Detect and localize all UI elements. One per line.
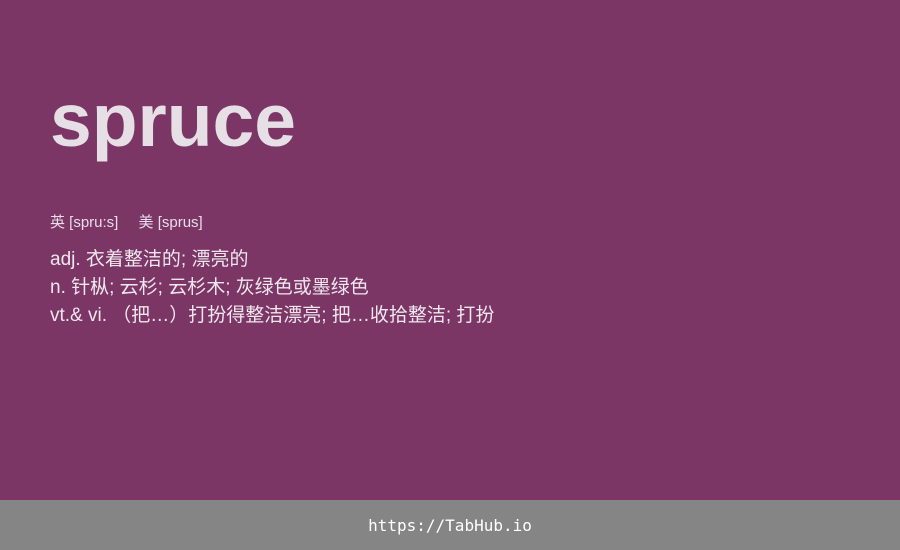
definition-adj: adj. 衣着整洁的; 漂亮的 <box>50 249 249 270</box>
phonetic-uk: 英 [spru:s] <box>50 214 119 231</box>
definition-noun: n. 针枞; 云杉; 云杉木; 灰绿色或墨绿色 <box>50 277 369 298</box>
phonetics: 英 [spru:s] 美 [sprus] <box>50 212 219 234</box>
headword: spruce <box>50 78 296 162</box>
definitions-list: adj. 衣着整洁的; 漂亮的 n. 针枞; 云杉; 云杉木; 灰绿色或墨绿色 … <box>50 246 494 330</box>
definition-verb: vt.& vi. （把…）打扮得整洁漂亮; 把…收拾整洁; 打扮 <box>50 305 495 326</box>
footer-bar: https://TabHub.io <box>0 500 900 550</box>
tabhub-link[interactable]: https://TabHub.io <box>368 515 532 535</box>
phonetic-us: 美 [sprus] <box>138 214 203 231</box>
word-card: spruce 英 [spru:s] 美 [sprus] adj. 衣着整洁的; … <box>50 78 494 330</box>
